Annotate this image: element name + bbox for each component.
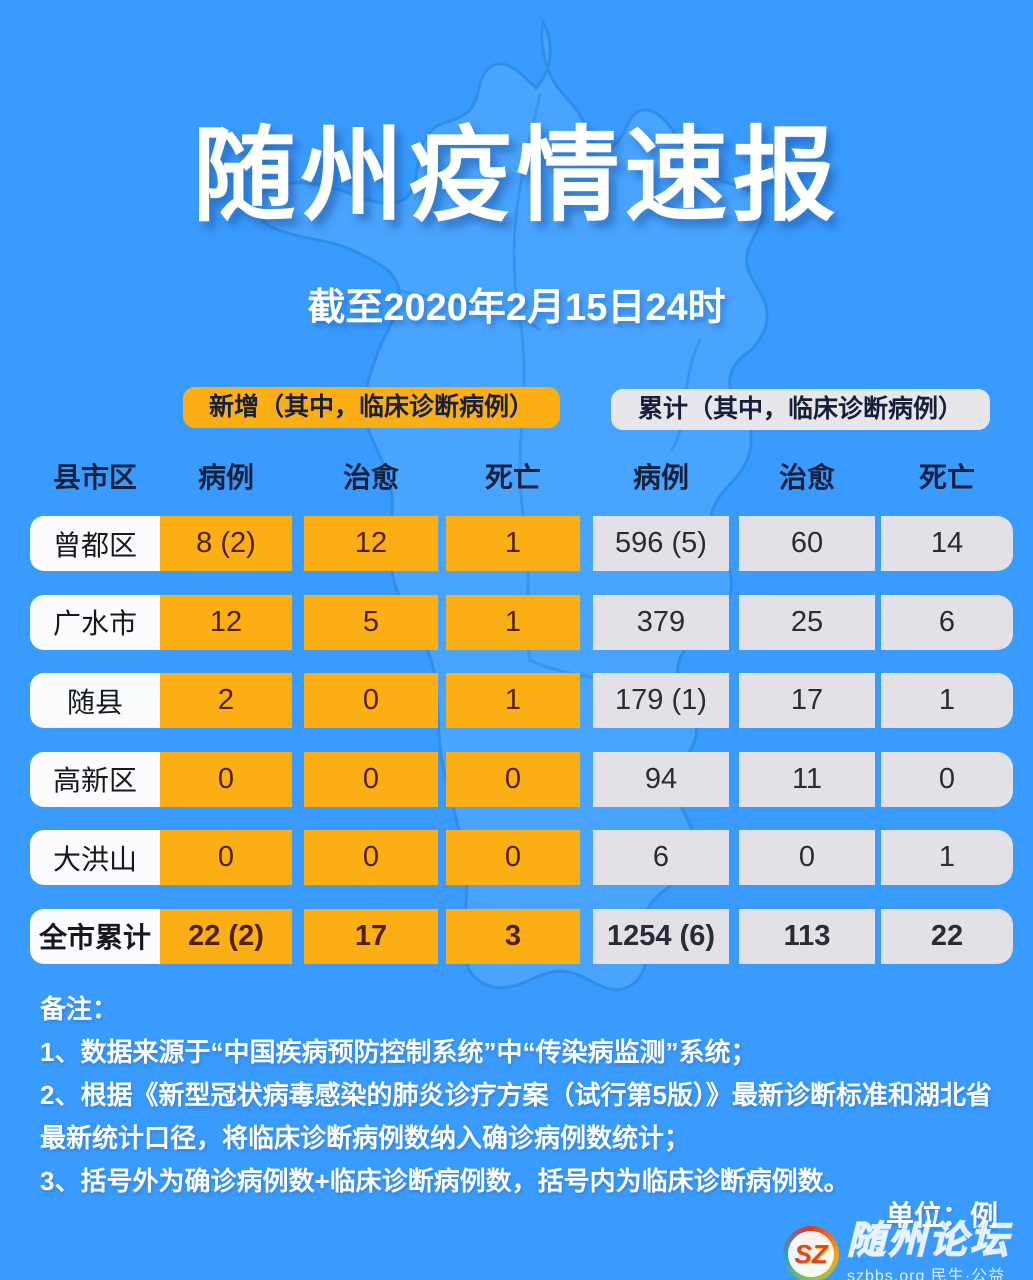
cum-cases-value: 596 (5) xyxy=(593,516,729,571)
notes-heading: 备注： xyxy=(40,994,119,1024)
new-cured-value: 12 xyxy=(304,516,438,571)
column-header-cum-deaths: 死亡 xyxy=(918,462,975,493)
new-deaths-value: 1 xyxy=(446,516,580,571)
note-item-2: 2、根据《新型冠状病毒感染的肺炎诊疗方案（试行第5版）》最新诊断标准和湖北省最新… xyxy=(40,1080,992,1153)
new-deaths-value: 0 xyxy=(446,830,580,885)
new-cases-value: 0 xyxy=(160,751,292,807)
epidemic-table: 县市区 病例 治愈 死亡 病例 治愈 死亡 曾都区 8 (2) 12 1 596… xyxy=(30,456,1015,987)
new-cured-value: 0 xyxy=(304,830,438,885)
cum-deaths-value: 6 xyxy=(881,594,1013,650)
table-row: 大洪山 0 0 0 6 0 1 xyxy=(30,830,1015,885)
cum-deaths-value: 1 xyxy=(881,673,1013,728)
cumulative-cases-group-label: 累计（其中，临床诊断病例） xyxy=(611,389,990,430)
table-row: 随县 2 0 1 179 (1) 17 1 xyxy=(30,673,1015,728)
forum-logo-subtext: szbbs.org 民生·公益 xyxy=(846,1268,1006,1280)
forum-logo-monogram: SZ xyxy=(794,1238,828,1269)
new-cases-value: 2 xyxy=(160,673,292,728)
cum-cases-value: 179 (1) xyxy=(593,673,729,728)
column-header-new-cured: 治愈 xyxy=(342,462,399,493)
cum-deaths-value: 22 xyxy=(881,908,1013,964)
cum-cases-value: 94 xyxy=(593,751,729,807)
new-deaths-value: 1 xyxy=(446,594,580,650)
forum-logo-icon: SZ xyxy=(782,1226,839,1280)
region-name: 高新区 xyxy=(30,751,160,807)
cum-cases-value: 1254 (6) xyxy=(593,908,729,964)
forum-logo-title: 随州论坛 xyxy=(846,1220,1011,1262)
column-header-new-cases: 病例 xyxy=(197,462,254,493)
region-name: 广水市 xyxy=(30,594,160,650)
new-cured-value: 0 xyxy=(304,751,438,807)
region-name: 全市累计 xyxy=(30,908,160,964)
unit-label: 单位：例 xyxy=(885,1200,998,1231)
new-cases-group-label: 新增（其中，临床诊断病例） xyxy=(183,387,560,428)
forum-logo-texts: 随州论坛 szbbs.org 民生·公益 xyxy=(846,1220,1011,1280)
cum-cured-value: 0 xyxy=(739,830,875,885)
new-deaths-value: 3 xyxy=(446,908,580,964)
as-of-date: 截至2020年2月15日24时 xyxy=(307,287,726,329)
column-header-cum-cases: 病例 xyxy=(632,462,689,493)
cum-cases-value: 379 xyxy=(593,594,729,650)
notes-section: 备注： 1、数据来源于“中国疾病预防控制系统”中“传染病监测”系统； 2、根据《… xyxy=(40,988,1015,1203)
table-row-total: 全市累计 22 (2) 17 3 1254 (6) 113 22 xyxy=(30,908,1015,964)
new-deaths-value: 0 xyxy=(446,751,580,807)
cum-cured-value: 60 xyxy=(739,516,875,571)
column-header-cum-cured: 治愈 xyxy=(778,462,835,493)
new-cases-value: 22 (2) xyxy=(160,908,292,964)
cum-cured-value: 113 xyxy=(739,908,875,964)
new-cured-value: 5 xyxy=(304,594,438,650)
cum-cured-value: 17 xyxy=(739,673,875,728)
forum-watermark: SZ 随州论坛 szbbs.org 民生·公益 xyxy=(782,1220,1011,1280)
new-cases-value: 0 xyxy=(160,830,292,885)
region-name: 大洪山 xyxy=(30,830,160,885)
page-title: 随州疫情速报 xyxy=(192,118,841,233)
column-header-region: 县市区 xyxy=(52,462,137,493)
table-row: 高新区 0 0 0 94 11 0 xyxy=(30,751,1015,807)
region-name: 随县 xyxy=(30,673,160,728)
table-row: 曾都区 8 (2) 12 1 596 (5) 60 14 xyxy=(30,516,1015,571)
new-deaths-value: 1 xyxy=(446,673,580,728)
new-cases-value: 12 xyxy=(160,594,292,650)
region-name: 曾都区 xyxy=(30,516,160,571)
new-cases-value: 8 (2) xyxy=(160,516,292,571)
table-header-row: 县市区 病例 治愈 死亡 病例 治愈 死亡 xyxy=(30,456,1015,496)
cum-deaths-value: 14 xyxy=(881,516,1013,571)
new-cured-value: 0 xyxy=(304,673,438,728)
column-header-new-deaths: 死亡 xyxy=(484,462,541,493)
table-row: 广水市 12 5 1 379 25 6 xyxy=(30,594,1015,650)
cum-cured-value: 11 xyxy=(739,751,875,807)
note-item-1: 1、数据来源于“中国疾病预防控制系统”中“传染病监测”系统； xyxy=(40,1037,757,1067)
cum-deaths-value: 1 xyxy=(881,830,1013,885)
forum-logo-inner: SZ xyxy=(787,1231,834,1277)
note-item-3: 3、括号外为确诊病例数+临床诊断病例数，括号内为临床诊断病例数。 xyxy=(40,1166,850,1196)
cum-deaths-value: 0 xyxy=(881,751,1013,807)
cum-cases-value: 6 xyxy=(593,830,729,885)
new-cured-value: 17 xyxy=(304,908,438,964)
cum-cured-value: 25 xyxy=(739,594,875,650)
